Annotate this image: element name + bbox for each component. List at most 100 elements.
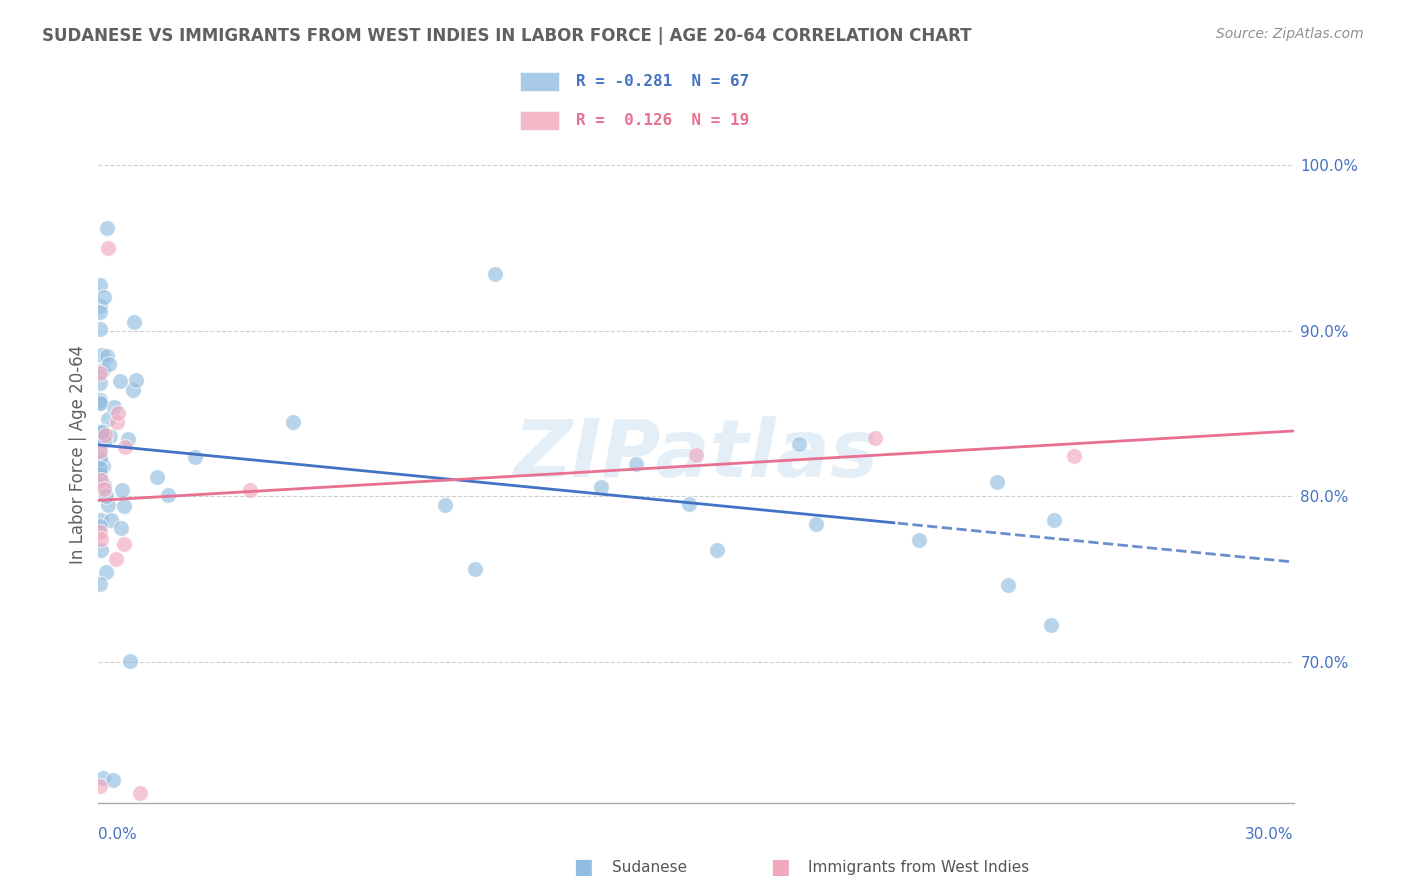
Point	[100, 512, 122, 526]
Point	[90, 532, 112, 546]
FancyBboxPatch shape	[520, 72, 560, 91]
Text: SUDANESE VS IMMIGRANTS FROM WEST INDIES IN LABOR FORCE | AGE 20-64 CORRELATION C: SUDANESE VS IMMIGRANTS FROM WEST INDIES …	[42, 27, 972, 45]
Point	[89, 366, 111, 380]
Point	[863, 431, 887, 445]
Point	[90, 424, 112, 438]
Point	[97, 412, 120, 426]
Point	[89, 467, 111, 481]
Point	[89, 576, 111, 591]
Point	[706, 542, 728, 557]
Point	[90, 513, 112, 527]
Point	[129, 786, 152, 800]
Point	[103, 401, 125, 415]
Point	[89, 464, 111, 478]
Point	[104, 551, 127, 566]
Point	[997, 577, 1019, 591]
Point	[89, 444, 111, 458]
Point	[110, 374, 132, 388]
Point	[120, 654, 142, 668]
Point	[89, 376, 111, 390]
Text: R = -0.281  N = 67: R = -0.281 N = 67	[576, 74, 749, 89]
Point	[589, 480, 612, 494]
Point	[97, 241, 120, 255]
Point	[678, 497, 700, 511]
Point	[90, 542, 112, 557]
Point	[93, 482, 115, 496]
Point	[146, 469, 169, 483]
Point	[112, 537, 135, 551]
Point	[89, 277, 111, 292]
Point	[1043, 513, 1066, 527]
Point	[93, 290, 115, 304]
Point	[98, 357, 121, 371]
Text: Immigrants from West Indies: Immigrants from West Indies	[808, 860, 1029, 874]
FancyBboxPatch shape	[520, 112, 560, 130]
Point	[685, 448, 707, 462]
Point	[787, 437, 810, 451]
Point	[94, 427, 117, 442]
Text: R =  0.126  N = 19: R = 0.126 N = 19	[576, 113, 749, 128]
Text: ■: ■	[574, 857, 593, 877]
Point	[121, 383, 143, 397]
Point	[184, 450, 207, 465]
Point	[112, 499, 135, 513]
Text: 30.0%: 30.0%	[1246, 827, 1294, 841]
Point	[94, 489, 117, 503]
Point	[98, 429, 121, 443]
Text: ZIPatlas: ZIPatlas	[513, 416, 879, 494]
Point	[464, 562, 486, 576]
Point	[91, 771, 114, 785]
Point	[434, 498, 457, 512]
Point	[93, 458, 115, 473]
Text: Sudanese: Sudanese	[612, 860, 686, 874]
Point	[89, 451, 111, 466]
Point	[111, 483, 134, 497]
Point	[101, 772, 124, 787]
Point	[93, 434, 115, 449]
Point	[986, 475, 1008, 489]
Point	[156, 488, 179, 502]
Point	[96, 566, 118, 580]
Point	[281, 415, 304, 429]
Point	[93, 478, 115, 492]
Point	[89, 425, 111, 439]
Point	[89, 525, 111, 540]
Point	[89, 519, 111, 533]
Point	[117, 432, 139, 446]
Point	[96, 349, 118, 363]
Text: Source: ZipAtlas.com: Source: ZipAtlas.com	[1216, 27, 1364, 41]
Point	[96, 221, 118, 235]
Point	[89, 305, 111, 319]
Point	[89, 461, 111, 475]
Point	[89, 395, 111, 409]
Text: ■: ■	[770, 857, 790, 877]
Point	[105, 415, 128, 429]
Point	[125, 372, 148, 386]
Point	[110, 521, 132, 535]
Point	[89, 439, 111, 453]
Point	[1040, 618, 1063, 632]
Point	[97, 498, 120, 512]
Point	[89, 396, 111, 410]
Point	[107, 406, 129, 420]
Point	[91, 362, 114, 376]
Point	[239, 483, 262, 498]
Point	[122, 315, 145, 329]
Point	[89, 779, 111, 793]
Point	[91, 348, 114, 362]
Point	[804, 517, 827, 532]
Y-axis label: In Labor Force | Age 20-64: In Labor Force | Age 20-64	[69, 345, 87, 565]
Point	[89, 322, 111, 336]
Point	[91, 425, 114, 439]
Point	[89, 431, 111, 445]
Point	[89, 392, 111, 407]
Point	[1063, 449, 1085, 463]
Point	[89, 450, 111, 464]
Point	[114, 440, 136, 454]
Text: 0.0%: 0.0%	[98, 827, 138, 841]
Point	[908, 533, 931, 547]
Point	[89, 300, 111, 314]
Point	[624, 457, 647, 471]
Point	[484, 267, 506, 281]
Point	[90, 473, 112, 487]
